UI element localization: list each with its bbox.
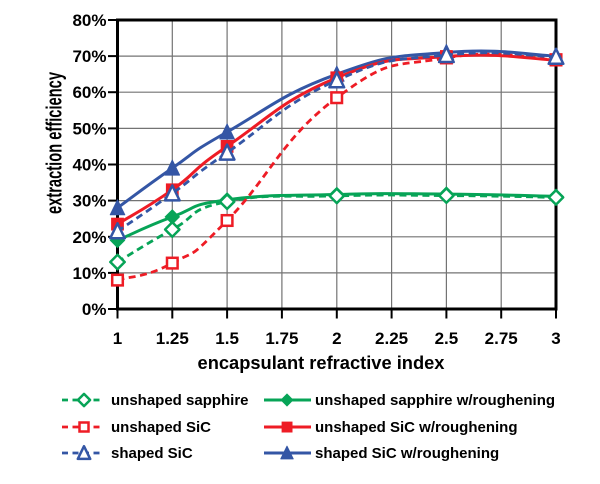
svg-text:2: 2 [332,329,341,348]
svg-text:50%: 50% [72,119,106,138]
svg-text:1.75: 1.75 [265,329,298,348]
svg-text:80%: 80% [72,11,106,30]
svg-text:unshaped sapphire: unshaped sapphire [111,392,249,409]
svg-text:20%: 20% [72,228,106,247]
svg-text:3: 3 [551,329,560,348]
svg-text:0%: 0% [82,300,107,319]
svg-text:30%: 30% [72,192,106,211]
svg-text:unshaped SiC w/roughening: unshaped SiC w/roughening [315,419,518,436]
svg-text:10%: 10% [72,264,106,283]
svg-text:1: 1 [113,329,122,348]
svg-text:2.25: 2.25 [375,329,408,348]
svg-text:extraction efficiency: extraction efficiency [42,71,67,214]
svg-text:1.25: 1.25 [156,329,189,348]
svg-text:2.75: 2.75 [485,329,518,348]
svg-text:40%: 40% [72,156,106,175]
svg-text:unshaped SiC: unshaped SiC [111,419,211,436]
svg-text:shaped SiC: shaped SiC [111,445,193,462]
svg-text:2.5: 2.5 [435,329,459,348]
svg-text:70%: 70% [72,47,106,66]
svg-text:1.5: 1.5 [215,329,239,348]
svg-text:unshaped sapphire w/roughening: unshaped sapphire w/roughening [315,392,555,409]
svg-text:encapsulant refractive index: encapsulant refractive index [198,352,446,373]
svg-text:60%: 60% [72,83,106,102]
svg-text:shaped SiC w/roughening: shaped SiC w/roughening [315,445,499,462]
